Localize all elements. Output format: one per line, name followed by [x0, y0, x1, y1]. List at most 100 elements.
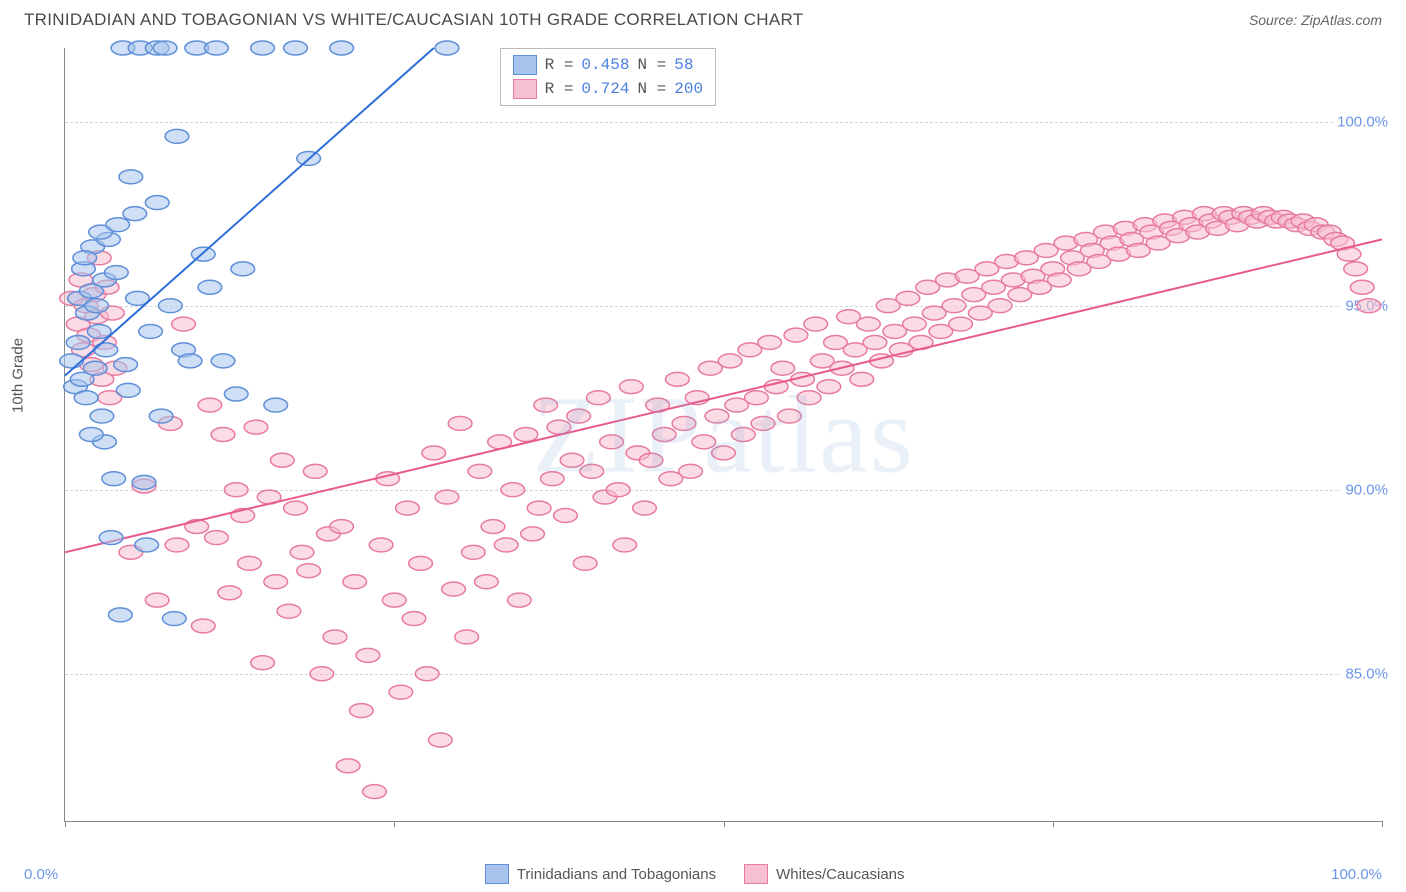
- scatter-point: [172, 317, 196, 331]
- x-axis-max-label: 100.0%: [1331, 866, 1382, 883]
- scatter-point: [534, 398, 558, 412]
- plot-region: ZIPatlas R = 0.458 N = 58R = 0.724 N = 2…: [64, 48, 1382, 822]
- scatter-point: [205, 531, 229, 545]
- legend-swatch: [485, 864, 509, 884]
- x-tick: [1053, 821, 1054, 827]
- x-axis-min-label: 0.0%: [24, 866, 58, 883]
- scatter-point: [396, 501, 420, 515]
- scatter-point: [349, 704, 373, 718]
- scatter-point: [455, 630, 479, 644]
- scatter-point: [600, 435, 624, 449]
- scatter-point: [323, 630, 347, 644]
- scatter-point: [560, 453, 584, 467]
- scatter-point: [153, 41, 177, 55]
- scatter-point: [804, 317, 828, 331]
- scatter-point: [145, 593, 169, 607]
- legend-row: R = 0.458 N = 58: [513, 53, 703, 77]
- scatter-point: [705, 409, 729, 423]
- scatter-point: [679, 464, 703, 478]
- scatter-point: [284, 501, 308, 515]
- scatter-point: [297, 564, 321, 578]
- scatter-point: [817, 380, 841, 394]
- scatter-point: [606, 483, 630, 497]
- scatter-point: [942, 299, 966, 313]
- scatter-point: [178, 354, 202, 368]
- scatter-point: [771, 361, 795, 375]
- source-label: Source: ZipAtlas.com: [1249, 12, 1382, 28]
- scatter-point: [94, 343, 118, 357]
- scatter-point: [422, 446, 446, 460]
- scatter-point: [514, 428, 538, 442]
- scatter-point: [90, 409, 114, 423]
- scatter-point: [105, 266, 129, 280]
- x-tick: [65, 821, 66, 827]
- scatter-point: [1350, 280, 1374, 294]
- scatter-point: [363, 785, 387, 799]
- legend-r-value: 0.458: [581, 53, 629, 77]
- scatter-point: [382, 593, 406, 607]
- scatter-point: [428, 733, 452, 747]
- scatter-point: [244, 420, 268, 434]
- scatter-point: [211, 428, 235, 442]
- scatter-point: [988, 299, 1012, 313]
- scatter-point: [554, 509, 578, 523]
- series-legend-item: Trinidadians and Tobagonians: [485, 864, 716, 884]
- scatter-point: [83, 361, 107, 375]
- scatter-point: [718, 354, 742, 368]
- scatter-point: [369, 538, 393, 552]
- scatter-point: [224, 387, 248, 401]
- scatter-point: [211, 354, 235, 368]
- scatter-point: [238, 556, 262, 570]
- scatter-point: [442, 582, 466, 596]
- scatter-point: [745, 391, 769, 405]
- scatter-point: [758, 336, 782, 350]
- stats-legend: R = 0.458 N = 58R = 0.724 N = 200: [500, 48, 716, 106]
- scatter-point: [303, 464, 327, 478]
- scatter-point: [613, 538, 637, 552]
- scatter-point: [863, 336, 887, 350]
- series-legend-label: Whites/Caucasians: [776, 866, 904, 883]
- header: TRINIDADIAN AND TOBAGONIAN VS WHITE/CAUC…: [0, 0, 1406, 36]
- scatter-point: [114, 358, 138, 372]
- scatter-point: [79, 428, 103, 442]
- scatter-point: [850, 372, 874, 386]
- scatter-point: [949, 317, 973, 331]
- scatter-point: [165, 129, 189, 143]
- scatter-point: [162, 612, 186, 626]
- scatter-point: [85, 299, 109, 313]
- scatter-point: [402, 612, 426, 626]
- scatter-point: [1344, 262, 1368, 276]
- scatter-point: [508, 593, 532, 607]
- scatter-point: [567, 409, 591, 423]
- scatter-point: [310, 667, 334, 681]
- y-axis-label: 10th Grade: [10, 338, 27, 413]
- scatter-point: [1047, 273, 1071, 287]
- scatter-point: [461, 545, 485, 559]
- scatter-point: [448, 417, 472, 431]
- scatter-point: [619, 380, 643, 394]
- scatter-point: [330, 41, 354, 55]
- scatter-point: [501, 483, 525, 497]
- scatter-point: [672, 417, 696, 431]
- scatter-point: [356, 648, 380, 662]
- scatter-point: [639, 453, 663, 467]
- legend-stat-label: N =: [637, 53, 666, 77]
- scatter-point: [903, 317, 927, 331]
- scatter-point: [290, 545, 314, 559]
- scatter-point: [540, 472, 564, 486]
- scatter-svg: [65, 48, 1382, 821]
- scatter-point: [159, 299, 183, 313]
- scatter-point: [731, 428, 755, 442]
- scatter-point: [277, 604, 301, 618]
- scatter-point: [264, 575, 288, 589]
- scatter-point: [106, 218, 130, 232]
- scatter-point: [797, 391, 821, 405]
- series-legend: Trinidadians and Tobagonians Whites/Cauca…: [58, 864, 1331, 884]
- regression-line: [65, 239, 1382, 552]
- scatter-point: [468, 464, 492, 478]
- scatter-point: [336, 759, 360, 773]
- scatter-point: [527, 501, 551, 515]
- scatter-point: [74, 391, 98, 405]
- scatter-point: [857, 317, 881, 331]
- series-legend-label: Trinidadians and Tobagonians: [517, 866, 716, 883]
